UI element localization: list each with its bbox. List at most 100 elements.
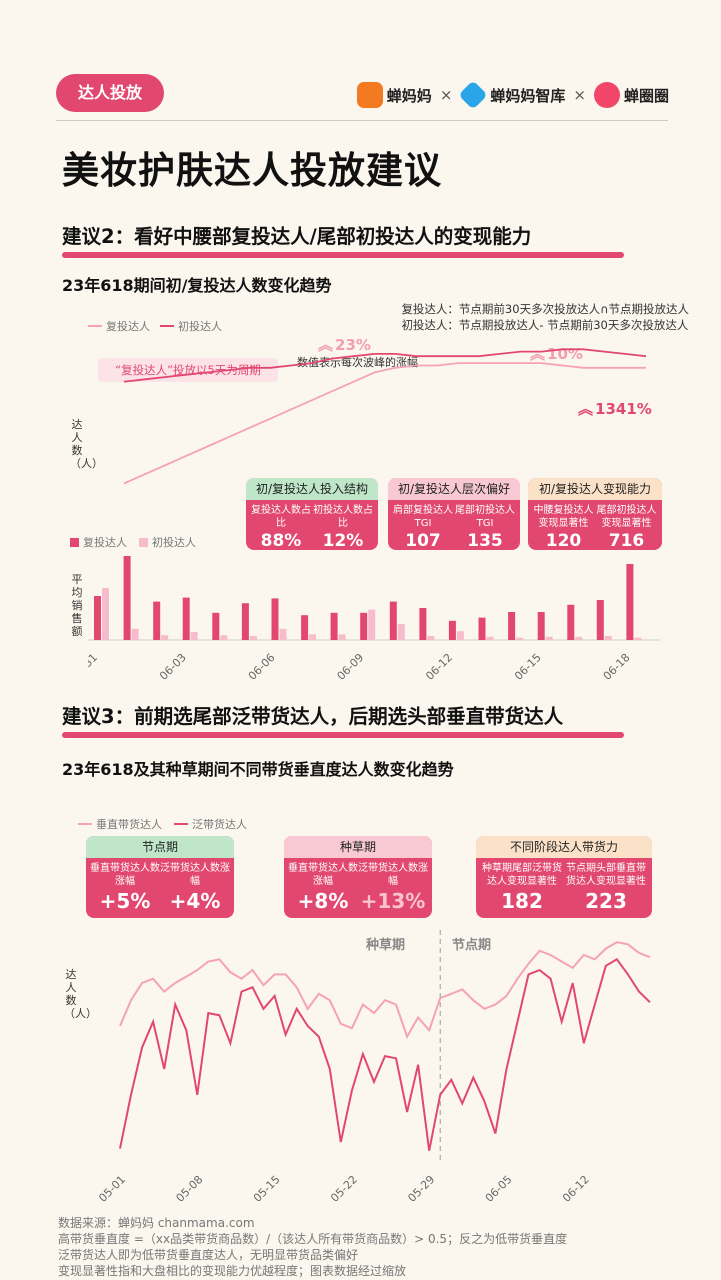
bar-first-06-17 bbox=[604, 636, 612, 640]
chanquanquan-logo-icon bbox=[593, 82, 620, 108]
bar-first-06-08 bbox=[338, 634, 346, 640]
definition-repeat: 复投达人：节点期前30天多次投放达人∩节点期投放达人 bbox=[401, 302, 689, 316]
card-item-value: 12% bbox=[322, 531, 364, 550]
bar-legend: 复投达人 初投达人 bbox=[70, 534, 196, 550]
card-item-value: 135 bbox=[467, 531, 503, 550]
card-item-label: 肩部复投达人TGI bbox=[393, 505, 453, 529]
section3-chart-title: 23年618及其种草期间不同带货垂直度达人数变化趋势 bbox=[62, 760, 454, 779]
brand-chanquanquan: 蝉圈圈 bbox=[593, 82, 669, 108]
card-stage-power: 不同阶段达人带货力 种草期尾部泛带货达人变现显著性 182 节点期头部垂直带货达人… bbox=[476, 836, 652, 918]
footer-source: 数据来源：蝉妈妈 chanmama.com bbox=[58, 1216, 255, 1230]
line-chart-1 bbox=[123, 348, 647, 485]
card-item: 复投达人数占比 88% bbox=[250, 504, 312, 550]
bar-first-05-31 bbox=[102, 588, 109, 640]
peak-pct-1: ︽ 23% bbox=[318, 334, 371, 355]
legend-label: 初投达人 bbox=[152, 536, 196, 549]
card-body: 垂直带货达人数涨幅 +8% 泛带货达人数涨幅 +13% bbox=[284, 858, 432, 918]
cycle-note: “复投达人”投放以5天为周期 bbox=[98, 358, 278, 382]
card-body: 中腰复投达人变现显著性 120 尾部初投达人变现显著性 716 bbox=[528, 500, 662, 550]
bar-first-06-16 bbox=[575, 636, 583, 640]
card-item: 肩部复投达人TGI 107 bbox=[392, 504, 454, 550]
bar-repeat-06-17 bbox=[596, 600, 604, 640]
series-line-general bbox=[119, 957, 651, 1151]
brand-chanmama: 蝉妈妈 bbox=[356, 82, 432, 108]
card-item: 种草期尾部泛带货达人变现显著性 182 bbox=[480, 862, 564, 914]
bar-first-06-06 bbox=[279, 628, 287, 640]
legend-line-light bbox=[78, 823, 92, 825]
brand-name: 蝉妈妈 bbox=[386, 86, 432, 105]
legend-label: 垂直带货达人 bbox=[96, 818, 162, 831]
bar-first-06-13 bbox=[486, 636, 494, 640]
card-item-value: +8% bbox=[297, 889, 349, 913]
bar-first-06-07 bbox=[309, 634, 317, 640]
bar-repeat-06-10 bbox=[389, 601, 397, 640]
bar-repeat-06-08 bbox=[330, 612, 338, 640]
bar-first-06-04 bbox=[220, 635, 228, 640]
card-head: 不同阶段达人带货力 bbox=[476, 836, 652, 858]
bar-repeat-06-05 bbox=[241, 603, 249, 640]
bar-tick-label: 05-31 bbox=[88, 651, 100, 683]
bar-repeat-06-06 bbox=[271, 598, 279, 640]
card-head: 初/复投达人变现能力 bbox=[528, 478, 662, 500]
line-tick-label: 05-29 bbox=[405, 1173, 437, 1205]
bar-repeat-06-09 bbox=[360, 612, 368, 640]
bar-repeat-06-11 bbox=[419, 608, 427, 640]
line-legend: 复投达人 初投达人 bbox=[88, 318, 222, 334]
card-item-label: 尾部初投达人TGI bbox=[455, 505, 515, 529]
bars-group bbox=[94, 556, 642, 640]
line-tick-label: 05-08 bbox=[174, 1173, 206, 1205]
series-line-first bbox=[123, 348, 647, 383]
card-preference: 初/复投达人层次偏好 肩部复投达人TGI 107 尾部初投达人TGI 135 bbox=[388, 478, 520, 550]
series-line-vertical bbox=[119, 941, 651, 1040]
bar-repeat-06-16 bbox=[567, 604, 575, 640]
footer-note: 高带货垂直度 =（xx品类带货商品数）/（该达人所有带货商品数）> 0.5；反之… bbox=[58, 1232, 568, 1246]
card-item: 垂直带货达人数涨幅 +8% bbox=[288, 862, 358, 914]
phase-seeding-label: 种草期 bbox=[366, 938, 406, 953]
card-item-value: 107 bbox=[405, 531, 441, 550]
card-item-value: +5% bbox=[99, 889, 151, 913]
bar-first-06-14 bbox=[516, 637, 524, 640]
bar-first-06-18 bbox=[634, 637, 642, 640]
bar-first-06-15 bbox=[545, 636, 553, 640]
bar-repeat-06-18 bbox=[626, 564, 634, 640]
definitions: 复投达人：节点期前30天多次投放达人∩节点期投放达人 初投达人：节点期投放达人-… bbox=[401, 301, 689, 333]
card-body: 肩部复投达人TGI 107 尾部初投达人TGI 135 bbox=[388, 500, 520, 550]
page-title: 美妆护肤达人投放建议 bbox=[62, 149, 442, 192]
pct-value: 1341% bbox=[595, 399, 652, 418]
peak-pct-3: ︽ 1341% bbox=[578, 398, 652, 419]
card-item-value: 120 bbox=[545, 531, 582, 550]
times-sign: × bbox=[573, 86, 586, 104]
section3-underline bbox=[62, 732, 624, 738]
section3-heading: 建议3：前期选尾部泛带货达人，后期选头部垂直带货达人 bbox=[62, 705, 564, 728]
bar-tick-label: 06-03 bbox=[157, 651, 189, 683]
line-chart-2: 05-01 05-08 05-15 05-22 05-29 06-05 06-12 bbox=[96, 930, 651, 1205]
bar-repeat-05-31 bbox=[94, 596, 101, 640]
footer-note: 变现显著性指和大盘相比的变现能力优越程度；图表数据经过缩放 bbox=[58, 1264, 407, 1278]
card-item: 尾部初投达人变现显著性 716 bbox=[595, 504, 658, 550]
line-chart-ylabel: 达人数（人） bbox=[70, 418, 103, 470]
bar-repeat-06-01 bbox=[123, 556, 131, 640]
card-monetization: 初/复投达人变现能力 中腰复投达人变现显著性 120 尾部初投达人变现显著性 716 bbox=[528, 478, 662, 550]
card-head: 初/复投达人层次偏好 bbox=[388, 478, 520, 500]
card-item: 泛带货达人数涨幅 +13% bbox=[358, 862, 428, 914]
bar-repeat-06-03 bbox=[182, 597, 190, 640]
double-chevron-up-icon: ︽ bbox=[530, 345, 546, 363]
card-item-label: 垂直带货达人数涨幅 bbox=[90, 863, 160, 887]
card-item-label: 种草期尾部泛带货达人变现显著性 bbox=[482, 863, 562, 887]
card-head: 节点期 bbox=[86, 836, 234, 858]
legend-line-dark bbox=[174, 823, 188, 825]
bar-tick-label: 06-12 bbox=[423, 651, 455, 683]
brand-name: 蝉妈妈智库 bbox=[490, 86, 566, 105]
legend-square-light bbox=[139, 537, 148, 547]
card-node-period: 节点期 垂直带货达人数涨幅 +5% 泛带货达人数涨幅 +4% bbox=[86, 836, 234, 918]
bar-first-06-09 bbox=[368, 609, 376, 640]
double-chevron-up-icon: ︽ bbox=[318, 336, 334, 354]
line-tick-label: 05-15 bbox=[251, 1173, 283, 1205]
bar-tick-label: 06-18 bbox=[601, 651, 633, 683]
legend-line-light bbox=[88, 325, 102, 327]
card-item-label: 中腰复投达人变现显著性 bbox=[533, 505, 594, 529]
line-chart-2-ylabel: 达人数（人） bbox=[64, 968, 97, 1020]
card-body: 种草期尾部泛带货达人变现显著性 182 节点期头部垂直带货达人变现显著性 223 bbox=[476, 858, 652, 918]
brand-name: 蝉圈圈 bbox=[623, 86, 669, 105]
pct-value: 23% bbox=[335, 335, 371, 354]
